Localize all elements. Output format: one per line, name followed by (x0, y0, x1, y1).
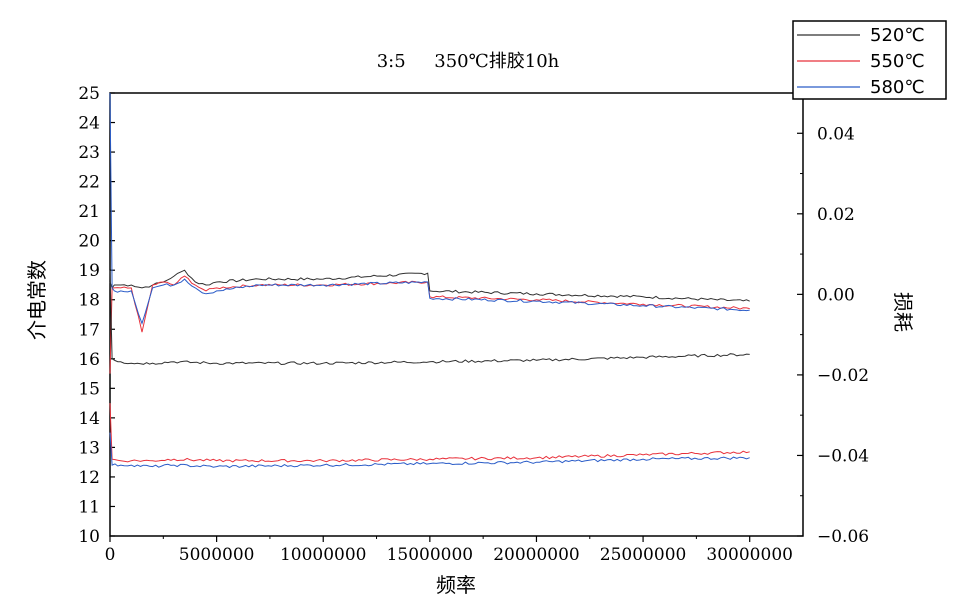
y-right-tick-label: −0.02 (817, 366, 869, 386)
series-line (109, 432, 750, 469)
y-left-tick-label: 15 (78, 379, 100, 399)
series-line (109, 275, 750, 374)
legend-label: 580℃ (870, 77, 925, 98)
y-left-tick-label: 13 (78, 438, 100, 458)
y-left-tick-label: 19 (78, 261, 100, 281)
y-right-tick-label: 0.02 (817, 205, 855, 225)
series-line (109, 92, 750, 325)
x-tick-label: 20000000 (493, 545, 580, 565)
y-left-tick-label: 18 (78, 291, 100, 311)
y-right-tick-label: −0.06 (817, 527, 869, 547)
legend-label: 520℃ (870, 25, 925, 46)
x-tick-label: 0 (105, 545, 116, 565)
y-left-tick-label: 12 (78, 468, 100, 488)
y-left-tick-label: 16 (78, 350, 100, 370)
series-line (109, 270, 750, 366)
x-axis-label: 频率 (436, 573, 476, 597)
x-tick-label: 25000000 (600, 545, 687, 565)
y-left-tick-label: 25 (78, 84, 100, 104)
plot-frame (109, 92, 804, 537)
series-group (109, 92, 750, 469)
left-y-axis-label: 介电常数 (25, 260, 49, 340)
legend: 520℃ 550℃ 580℃ (792, 20, 947, 100)
right-y-axis: −0.06 −0.04 −0.02 0.00 0.02 0.04 (797, 124, 869, 547)
legend-box (792, 20, 947, 100)
left-y-axis: 10 11 12 13 14 15 16 17 18 19 20 21 22 23 24 25 (78, 84, 115, 547)
x-tick-label: 15000000 (387, 545, 474, 565)
y-left-tick-label: 23 (78, 143, 100, 163)
x-axis: 0 5000000 10000000 15000000 20000000 25000000… (105, 536, 793, 565)
y-left-tick-label: 21 (78, 202, 100, 222)
right-y-axis-label: 损耗 (891, 292, 915, 332)
y-right-tick-label: 0.04 (817, 124, 855, 144)
y-left-tick-label: 10 (78, 527, 100, 547)
y-right-tick-label: 0.00 (817, 285, 855, 305)
y-right-tick-label: −0.04 (817, 446, 869, 466)
y-left-tick-label: 20 (78, 232, 100, 252)
y-left-tick-label: 14 (78, 409, 100, 429)
y-left-tick-label: 24 (78, 114, 100, 134)
legend-label: 550℃ (870, 51, 925, 72)
y-left-tick-label: 22 (78, 173, 100, 193)
x-tick-label: 5000000 (179, 545, 255, 565)
y-left-tick-label: 17 (78, 320, 100, 340)
series-line (109, 269, 750, 302)
x-tick-label: 10000000 (280, 545, 367, 565)
series-line (109, 403, 750, 463)
x-tick-label: 30000000 (706, 545, 793, 565)
y-left-tick-label: 11 (78, 497, 100, 517)
chart-title: 3:5 350℃排胶10h (377, 51, 560, 72)
